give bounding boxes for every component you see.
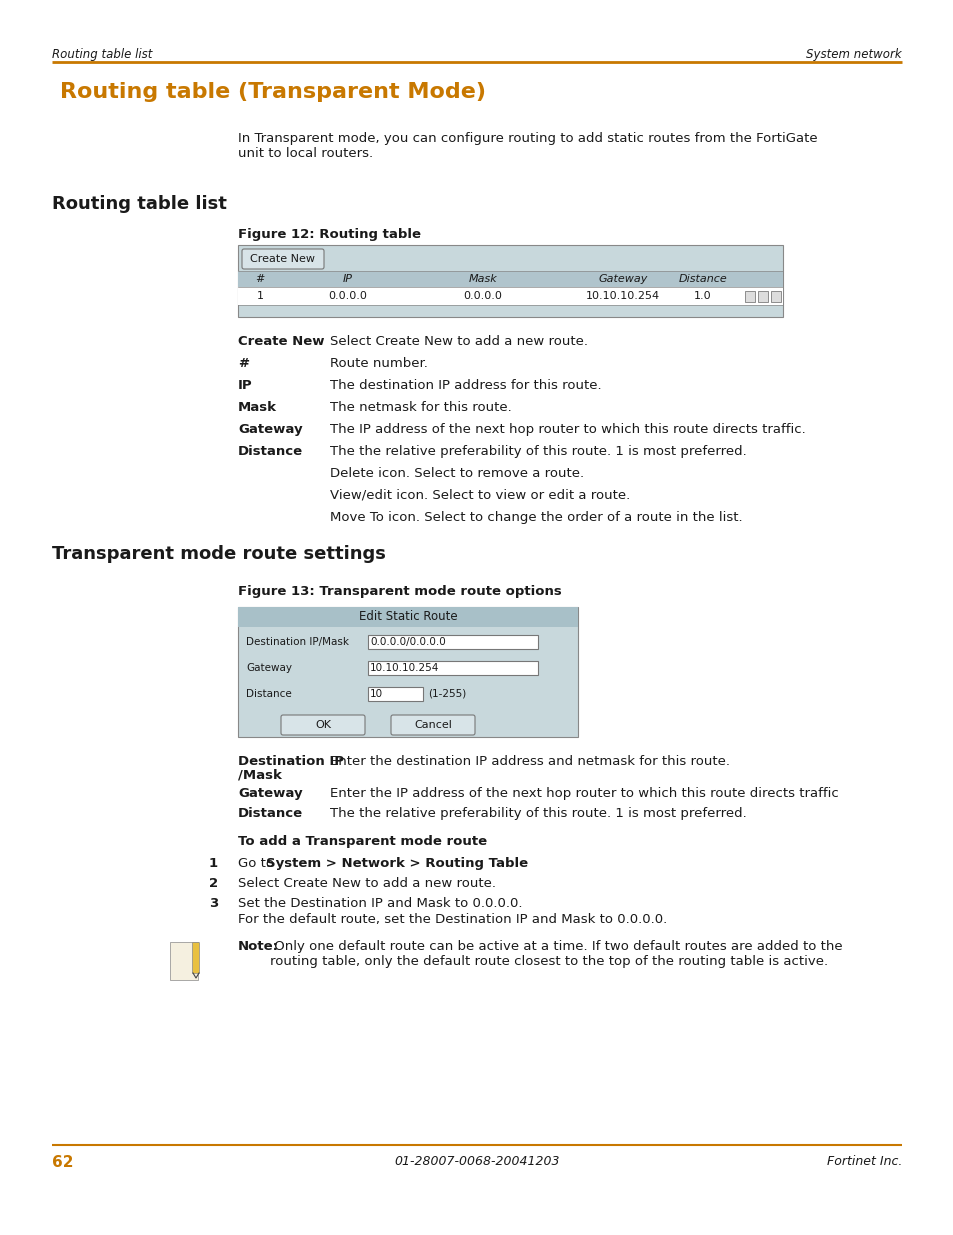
- Text: The netmask for this route.: The netmask for this route.: [330, 401, 511, 414]
- Text: Distance: Distance: [678, 274, 726, 284]
- Text: 1: 1: [256, 291, 263, 301]
- Text: Select Create New to add a new route.: Select Create New to add a new route.: [330, 335, 587, 348]
- Text: 10.10.10.254: 10.10.10.254: [585, 291, 659, 301]
- Text: Gateway: Gateway: [598, 274, 647, 284]
- Text: Distance: Distance: [246, 689, 292, 699]
- Text: 3: 3: [209, 897, 218, 910]
- Text: Only one default route can be active at a time. If two default routes are added : Only one default route can be active at …: [270, 940, 841, 968]
- Bar: [368, 661, 537, 676]
- Text: /Mask: /Mask: [237, 769, 281, 782]
- Text: Enter the IP address of the next hop router to which this route directs traffic: Enter the IP address of the next hop rou…: [330, 787, 838, 800]
- Text: 0.0.0.0: 0.0.0.0: [328, 291, 367, 301]
- Text: Mask: Mask: [468, 274, 497, 284]
- Bar: [770, 291, 781, 303]
- Text: IP: IP: [343, 274, 353, 284]
- Text: The the relative preferability of this route. 1 is most preferred.: The the relative preferability of this r…: [330, 445, 746, 458]
- Text: Route number.: Route number.: [330, 357, 428, 370]
- Text: Gateway: Gateway: [237, 787, 302, 800]
- Text: #: #: [237, 357, 249, 370]
- Text: Routing table (Transparent Mode): Routing table (Transparent Mode): [60, 82, 485, 103]
- Text: 0.0.0.0/0.0.0.0: 0.0.0.0/0.0.0.0: [370, 637, 445, 647]
- Text: 01-28007-0068-20041203: 01-28007-0068-20041203: [394, 1155, 559, 1168]
- Text: Fortinet Inc.: Fortinet Inc.: [825, 1155, 901, 1168]
- Text: In Transparent mode, you can configure routing to add static routes from the For: In Transparent mode, you can configure r…: [237, 132, 817, 161]
- Text: Routing table list: Routing table list: [52, 48, 152, 61]
- Text: .: .: [446, 857, 450, 869]
- Text: Enter the destination IP address and netmask for this route.: Enter the destination IP address and net…: [330, 755, 729, 768]
- Bar: [368, 687, 422, 701]
- Text: 62: 62: [52, 1155, 73, 1170]
- FancyBboxPatch shape: [193, 942, 199, 973]
- Text: Distance: Distance: [237, 806, 303, 820]
- Text: Transparent mode route settings: Transparent mode route settings: [52, 545, 385, 563]
- Bar: [237, 287, 782, 305]
- Text: OK: OK: [314, 720, 331, 730]
- Text: Gateway: Gateway: [237, 424, 302, 436]
- Text: Distance: Distance: [237, 445, 303, 458]
- Text: Routing table list: Routing table list: [52, 195, 227, 212]
- Text: To add a Transparent mode route: To add a Transparent mode route: [237, 835, 487, 848]
- Text: Set the Destination IP and Mask to 0.0.0.0.: Set the Destination IP and Mask to 0.0.0…: [237, 897, 522, 910]
- Text: Select Create New to add a new route.: Select Create New to add a new route.: [237, 877, 496, 890]
- Text: Create New: Create New: [237, 335, 324, 348]
- Text: Create New: Create New: [251, 254, 315, 264]
- Text: Destination IP/Mask: Destination IP/Mask: [246, 637, 349, 647]
- Text: Move To icon. Select to change the order of a route in the list.: Move To icon. Select to change the order…: [330, 511, 741, 524]
- Text: For the default route, set the Destination IP and Mask to 0.0.0.0.: For the default route, set the Destinati…: [237, 913, 666, 926]
- Text: Figure 12: Routing table: Figure 12: Routing table: [237, 228, 420, 241]
- Text: Mask: Mask: [237, 401, 276, 414]
- Text: 10.10.10.254: 10.10.10.254: [370, 663, 439, 673]
- Text: System > Network > Routing Table: System > Network > Routing Table: [266, 857, 528, 869]
- Text: Figure 13: Transparent mode route options: Figure 13: Transparent mode route option…: [237, 585, 561, 598]
- Bar: [368, 635, 537, 650]
- Text: #: #: [255, 274, 264, 284]
- Text: The destination IP address for this route.: The destination IP address for this rout…: [330, 379, 601, 391]
- Text: System network: System network: [805, 48, 901, 61]
- Bar: [237, 270, 782, 287]
- Text: 1.0: 1.0: [694, 291, 711, 301]
- Bar: [237, 245, 782, 317]
- FancyBboxPatch shape: [242, 249, 324, 269]
- Text: IP: IP: [237, 379, 253, 391]
- Text: Edit Static Route: Edit Static Route: [358, 610, 456, 624]
- Bar: [237, 606, 578, 737]
- Text: Destination IP: Destination IP: [237, 755, 344, 768]
- Text: Delete icon. Select to remove a route.: Delete icon. Select to remove a route.: [330, 467, 583, 480]
- Text: View/edit icon. Select to view or edit a route.: View/edit icon. Select to view or edit a…: [330, 489, 630, 501]
- Bar: [237, 606, 578, 627]
- Text: Go to: Go to: [237, 857, 278, 869]
- Bar: [744, 291, 754, 303]
- FancyBboxPatch shape: [281, 715, 365, 735]
- Text: The IP address of the next hop router to which this route directs traffic.: The IP address of the next hop router to…: [330, 424, 805, 436]
- Bar: [758, 291, 767, 303]
- Bar: [170, 942, 198, 981]
- Text: 10: 10: [370, 689, 383, 699]
- Text: Cancel: Cancel: [414, 720, 452, 730]
- FancyBboxPatch shape: [391, 715, 475, 735]
- Text: (1-255): (1-255): [428, 689, 466, 699]
- Text: 0.0.0.0: 0.0.0.0: [463, 291, 502, 301]
- Text: 2: 2: [209, 877, 218, 890]
- Text: Note:: Note:: [237, 940, 278, 953]
- Text: Gateway: Gateway: [246, 663, 292, 673]
- Text: The the relative preferability of this route. 1 is most preferred.: The the relative preferability of this r…: [330, 806, 746, 820]
- Text: 1: 1: [209, 857, 218, 869]
